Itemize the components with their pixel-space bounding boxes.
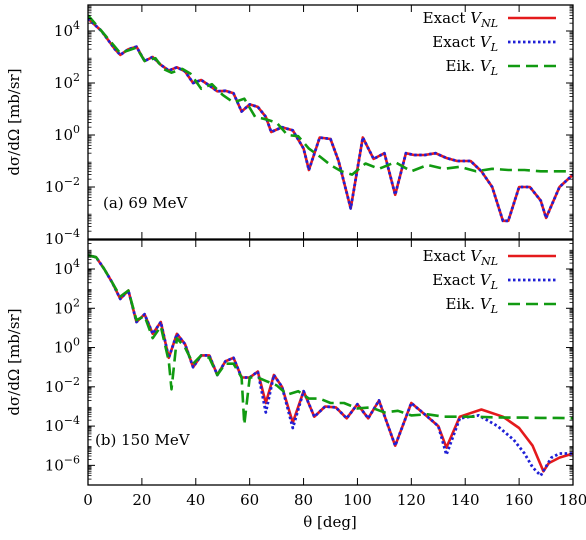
x-tick-label: 100 — [343, 491, 372, 509]
panel-b: 10−6 10−4 10−2 100 102 104 0 20 40 60 80 100 120 140 1… — [45, 239, 586, 509]
panel-a-curves — [88, 14, 573, 223]
x-tick-label: 20 — [132, 491, 151, 509]
legend-label: Exact VNL — [423, 9, 498, 30]
panel-a-series-exact-local — [88, 17, 573, 223]
x-tick-label: 60 — [240, 491, 259, 509]
legend-label: Eik. VL — [445, 295, 498, 316]
y-tick-label: 10−4 — [45, 227, 80, 248]
panel-a-frame — [87, 4, 574, 240]
y-tick-label: 102 — [54, 296, 80, 317]
y-tick-label: 10−2 — [45, 175, 80, 196]
y-tick-label: 10−4 — [45, 414, 80, 435]
panel-a-series-eikonal-local — [88, 14, 573, 176]
y-axis-label-b: dσ/dΩ [mb/sr] — [5, 308, 23, 415]
panel-a-legend: Exact VNL Exact VL Eik. VL — [423, 9, 556, 78]
y-tick-label: 100 — [54, 336, 80, 357]
x-tick-label: 120 — [397, 491, 426, 509]
y-tick-label: 100 — [54, 123, 80, 144]
legend-label: Eik. VL — [445, 57, 498, 78]
y-tick-label: 104 — [54, 257, 80, 278]
x-tick-label: 140 — [451, 491, 480, 509]
y-tick-label: 10−6 — [45, 453, 80, 474]
x-tick-label: 160 — [505, 491, 534, 509]
panel-b-legend: Exact VNL Exact VL Eik. VL — [423, 247, 556, 316]
y-axis-label-a: dσ/dΩ [mb/sr] — [5, 68, 23, 175]
x-axis-label: θ [deg] — [303, 513, 357, 531]
panel-b-series-exact-local — [88, 253, 573, 477]
legend-label: Exact VNL — [423, 247, 498, 268]
panel-b-series-eikonal-local — [88, 254, 573, 426]
x-tick-label: 40 — [186, 491, 205, 509]
panel-b-ticks: 10−6 10−4 10−2 100 102 104 0 20 40 60 80 100 120 140 1… — [45, 239, 586, 509]
panel-b-label: (b) 150 MeV — [95, 431, 191, 449]
legend-label: Exact VL — [432, 33, 498, 54]
y-tick-label: 104 — [54, 19, 80, 40]
y-tick-label: 10−2 — [45, 375, 80, 396]
y-tick-label: 102 — [54, 71, 80, 92]
x-tick-label: 80 — [294, 491, 313, 509]
panel-a-label: (a) 69 MeV — [103, 194, 189, 212]
panel-b-frame — [87, 239, 574, 486]
panel-b-curves — [88, 253, 573, 477]
x-tick-label: 180 — [559, 491, 586, 509]
x-tick-label: 0 — [83, 491, 93, 509]
panel-a-series-exact-nonlocal — [88, 17, 573, 223]
legend-label: Exact VL — [432, 271, 498, 292]
